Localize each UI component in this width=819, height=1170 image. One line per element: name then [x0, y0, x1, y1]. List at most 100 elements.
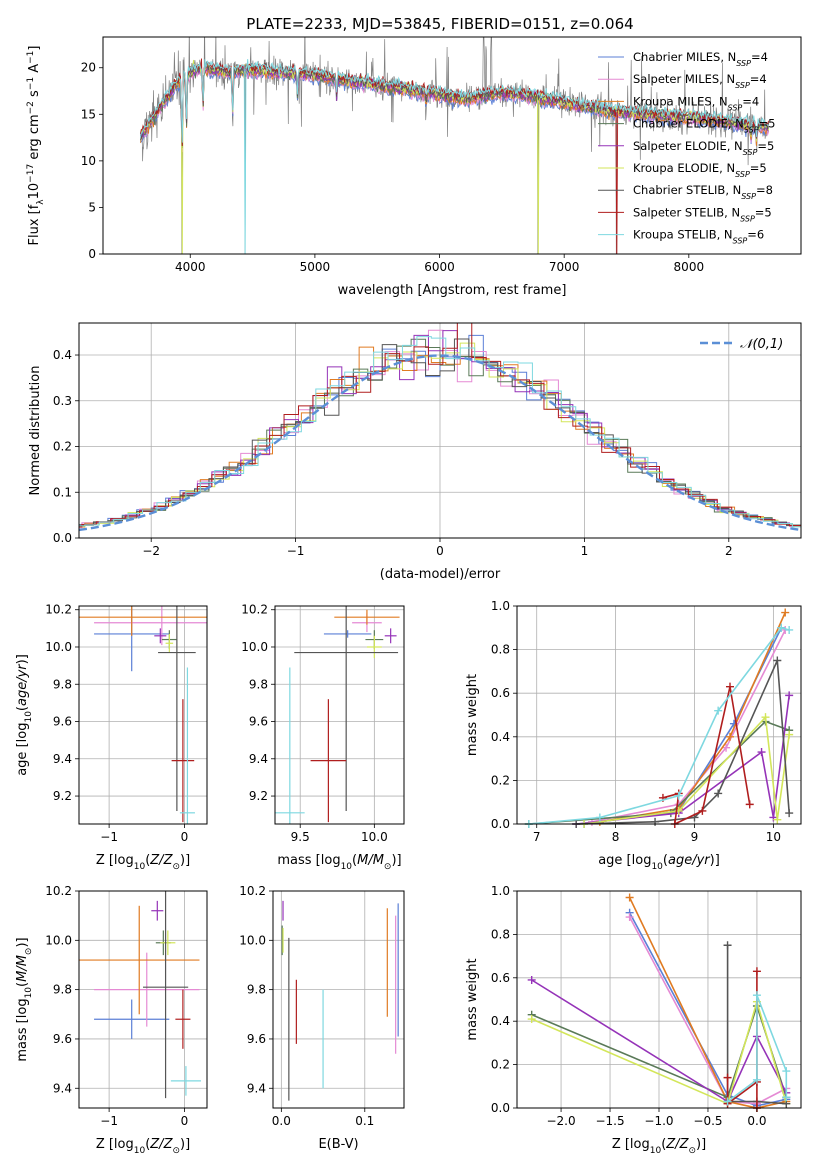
y-tick-label: 0.2: [53, 440, 72, 454]
errorbar-point: [94, 606, 207, 646]
y-tick-label: 10.2: [239, 884, 266, 898]
errorbar-point: [179, 667, 195, 824]
legend-label: Chabrier STELIB, NSSP=8: [633, 183, 773, 201]
weight-marker: [723, 941, 732, 950]
weight-marker: [757, 748, 766, 757]
weight-marker: [625, 893, 634, 902]
legend-label: Salpeter STELIB, NSSP=5: [633, 205, 772, 223]
weight-marker: [781, 608, 790, 617]
y-tick-label: 0.0: [53, 531, 72, 545]
y-tick-label: 0.0: [491, 817, 510, 831]
x-tick-label: 4000: [175, 260, 206, 274]
y-tick-label: 10.2: [45, 884, 72, 898]
x-tick-label: −1.0: [644, 1114, 673, 1128]
panel-age-vs-mass: 9.5 10.0 9.2 9.4 9.6 9.8 10.0 10.2: [241, 603, 405, 844]
x-tick-label: 9.5: [291, 830, 310, 844]
weight-marker: [777, 623, 786, 632]
errorbar-point: [79, 606, 207, 636]
legend-label: Chabrier ELODIE, NSSP=5: [633, 117, 775, 135]
y-tick-label: 20: [81, 61, 96, 75]
figure-title: PLATE=2233, MJD=53845, FIBERID=0151, z=0…: [246, 15, 633, 33]
x-tick-label: 0: [436, 544, 444, 558]
y-tick-label: 9.8: [53, 983, 72, 997]
y-tick-label: 9.8: [249, 677, 268, 691]
x-tick-label: −1: [287, 544, 305, 558]
legend-label: Chabrier MILES, NSSP=4: [633, 50, 768, 68]
y-tick-label: 10: [81, 154, 96, 168]
y-tick-label: 0.4: [491, 1014, 510, 1028]
weight-series-line: [528, 626, 790, 825]
weight-marker: [773, 656, 782, 665]
y-tick-label: 0.8: [491, 643, 510, 657]
y-tick-label: 0.0: [491, 1101, 510, 1115]
legend-label: Kroupa MILES, NSSP=4: [633, 94, 759, 112]
errorbar-point: [94, 952, 200, 1027]
y-tick-label: 10.0: [241, 640, 268, 654]
y-tick-label: 0.6: [491, 971, 510, 985]
errorbar-point: [171, 699, 195, 823]
weight-series-line: [662, 686, 751, 826]
y-tick-label: 0.3: [53, 394, 72, 408]
x-tick-label: 9: [691, 830, 699, 844]
y-tick-label: 10.0: [45, 933, 72, 947]
errorbar-point: [151, 900, 164, 921]
x-tick-label: 1: [581, 544, 589, 558]
weight-marker: [752, 1075, 761, 1084]
residual-histogram: [79, 342, 801, 527]
plot-area: [79, 606, 207, 824]
y-tick-label: 0.4: [491, 730, 510, 744]
y-tick-label: 1.0: [491, 599, 510, 613]
panel-residuals: −2 −1 0 1 2 0.0 0.1 0.2 0.3 0.4: [53, 322, 802, 558]
y-tick-label: 0.6: [491, 686, 510, 700]
axis-label: Z [log10(Z/Z⊙)]: [96, 1137, 190, 1156]
spectrum-legend: Chabrier MILES, NSSP=4 Salpeter MILES, NS…: [598, 50, 775, 245]
errorbar-point: [366, 635, 382, 659]
errorbar-point: [94, 999, 170, 1039]
plot-area: [527, 893, 791, 1112]
y-tick-label: 9.6: [53, 1032, 72, 1046]
x-tick-label: −1: [100, 830, 118, 844]
weight-series-line: [583, 627, 783, 825]
y-tick-label: 10.0: [239, 933, 266, 947]
weight-marker: [785, 730, 794, 739]
errorbar-point: [143, 891, 189, 1099]
weight-series-line: [628, 916, 787, 1105]
weight-marker: [698, 806, 707, 815]
weight-marker: [625, 913, 634, 922]
plot-area: [79, 891, 201, 1099]
errorbar-point: [275, 667, 305, 824]
plot-area: [281, 900, 399, 1101]
y-tick-label: 10.2: [241, 603, 268, 617]
panel-mass-weight-vs-Z: −2.0 −1.5 −1.0 −0.5 0.0 0.0 0.2 0.4 0.6 0.8 1.0: [491, 884, 802, 1128]
x-tick-label: 8000: [674, 260, 705, 274]
ebv-xlabel: E(B-V): [318, 1137, 358, 1152]
panel-spectrum: 4000 5000 6000 7000 8000 0 5 10 15 20: [81, 36, 802, 274]
weight-series-line: [531, 998, 788, 1105]
y-tick-label: 0.2: [491, 773, 510, 787]
y-tick-label: 0.4: [53, 348, 72, 362]
y-tick-label: 10.2: [45, 603, 72, 617]
axes-frame: [516, 605, 802, 825]
errorbar-point: [165, 633, 174, 653]
weight-marker: [785, 691, 794, 700]
weight-marker: [761, 713, 770, 722]
residual-histogram: [79, 336, 801, 528]
y-tick-label: 0.8: [491, 927, 510, 941]
legend-label: Salpeter ELODIE, NSSP=5: [633, 139, 774, 157]
weight-marker: [752, 967, 761, 976]
plot-area: [524, 608, 794, 828]
weight-marker: [782, 1093, 791, 1102]
errorbar-point: [170, 1066, 201, 1096]
residuals-legend: 𝒩(0,1): [700, 337, 783, 352]
x-tick-label: 6000: [424, 260, 455, 274]
weight-marker: [773, 815, 782, 824]
x-tick-label: 0.1: [355, 1114, 374, 1128]
errorbar-point: [294, 606, 399, 811]
x-tick-label: 10: [766, 830, 781, 844]
y-tick-label: 9.4: [247, 1081, 266, 1095]
residuals-ylabel: Normed distribution: [28, 366, 43, 496]
weight-marker: [527, 975, 536, 984]
residual-histogram: [79, 346, 801, 528]
y-tick-label: 0.1: [53, 485, 72, 499]
weight-marker: [726, 682, 734, 691]
